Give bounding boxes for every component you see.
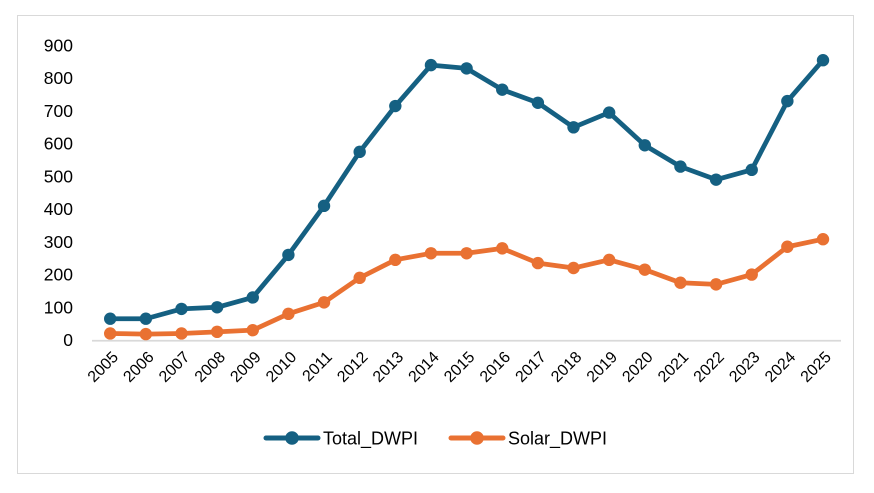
data-point-solar_dwpi-2019 — [602, 253, 616, 267]
data-point-solar_dwpi-2022 — [709, 278, 723, 291]
x-axis-tick-label: 2021 — [655, 349, 692, 386]
data-point-total_dwpi-2014 — [424, 58, 438, 72]
data-point-total_dwpi-2010 — [282, 248, 295, 262]
data-point-total_dwpi-2006 — [139, 312, 153, 325]
data-point-total_dwpi-2021 — [674, 160, 687, 173]
x-axis-tick-label: 2020 — [619, 349, 656, 386]
data-point-solar_dwpi-2005 — [104, 327, 117, 340]
data-point-total_dwpi-2025 — [816, 54, 830, 67]
data-point-total_dwpi-2008 — [210, 301, 224, 314]
data-point-solar_dwpi-2015 — [460, 247, 473, 260]
legend-label-total_dwpi: Total_DWPI — [323, 429, 418, 450]
x-axis-tick-label: 2012 — [334, 349, 371, 386]
chart-card: 0 100 200 300 400 500 600 700 800 900 2005 2006 2007… — [17, 15, 854, 474]
x-axis-tick-label: 2014 — [406, 349, 443, 386]
y-axis-tick-label: 0 — [63, 330, 73, 350]
x-axis-tick-label: 2019 — [584, 349, 621, 386]
x-axis-tick-label: 2018 — [548, 349, 585, 386]
x-axis-tick-label: 2015 — [441, 349, 478, 386]
data-point-total_dwpi-2019 — [602, 106, 616, 119]
y-axis-tick-label: 800 — [44, 68, 73, 88]
data-point-total_dwpi-2017 — [531, 96, 545, 109]
data-point-solar_dwpi-2014 — [424, 247, 438, 260]
y-axis-tick-label: 400 — [44, 199, 73, 219]
x-axis-tick-label: 2017 — [513, 349, 550, 386]
data-point-total_dwpi-2023 — [745, 163, 758, 177]
data-point-solar_dwpi-2009 — [246, 323, 259, 337]
x-axis-tick-label: 2008 — [192, 349, 229, 386]
data-point-solar_dwpi-2023 — [745, 268, 758, 281]
legend-marker-total_dwpi — [285, 431, 299, 445]
data-point-solar_dwpi-2020 — [638, 263, 651, 276]
x-axis-tick-label: 2022 — [691, 349, 728, 386]
x-axis-tick-label: 2009 — [227, 349, 264, 386]
y-axis-tick-label: 200 — [44, 265, 73, 285]
data-point-total_dwpi-2009 — [246, 291, 259, 304]
data-point-solar_dwpi-2008 — [210, 325, 224, 339]
x-axis-tick-label: 2011 — [300, 349, 336, 385]
data-point-total_dwpi-2016 — [496, 83, 509, 96]
data-point-solar_dwpi-2012 — [353, 271, 366, 285]
data-point-solar_dwpi-2006 — [139, 327, 153, 341]
legend-marker-solar_dwpi — [470, 431, 484, 445]
data-point-total_dwpi-2007 — [175, 302, 188, 316]
y-axis-tick-label: 500 — [44, 166, 73, 186]
x-axis-tick-label: 2025 — [798, 349, 835, 386]
x-axis-tick-label: 2010 — [263, 349, 300, 386]
x-axis-tick-label: 2006 — [120, 349, 157, 386]
legend-label-solar_dwpi: Solar_DWPI — [508, 429, 607, 450]
y-axis-tick-label: 600 — [44, 134, 73, 154]
data-point-solar_dwpi-2017 — [531, 256, 545, 270]
data-point-solar_dwpi-2016 — [496, 242, 509, 255]
data-point-total_dwpi-2015 — [460, 62, 473, 75]
data-point-solar_dwpi-2010 — [282, 307, 295, 321]
data-point-total_dwpi-2013 — [389, 99, 402, 113]
data-point-total_dwpi-2012 — [353, 145, 366, 159]
data-point-solar_dwpi-2013 — [389, 253, 402, 267]
data-point-total_dwpi-2005 — [104, 312, 117, 325]
y-axis-tick-label: 300 — [44, 232, 73, 252]
data-point-total_dwpi-2024 — [781, 94, 794, 108]
x-axis-tick-label: 2013 — [370, 349, 407, 386]
line-chart: 0 100 200 300 400 500 600 700 800 900 200520062007… — [44, 36, 841, 450]
x-axis-tick-label: 2024 — [762, 349, 799, 386]
x-axis-tick-label: 2007 — [156, 349, 193, 386]
data-point-total_dwpi-2018 — [567, 121, 580, 134]
x-axis-tick-label: 2016 — [477, 349, 514, 386]
y-axis-tick-label: 700 — [44, 101, 73, 121]
data-point-total_dwpi-2011 — [317, 199, 331, 213]
data-point-total_dwpi-2022 — [709, 173, 723, 186]
data-point-solar_dwpi-2007 — [175, 327, 188, 340]
data-point-solar_dwpi-2024 — [781, 240, 794, 253]
y-axis-tick-label: 100 — [44, 297, 73, 317]
y-axis-tick-label: 900 — [44, 36, 73, 56]
x-axis-tick-label: 2023 — [726, 349, 763, 386]
data-point-solar_dwpi-2018 — [567, 261, 580, 275]
data-point-solar_dwpi-2021 — [674, 276, 687, 289]
data-point-total_dwpi-2020 — [638, 139, 651, 152]
x-axis-tick-label: 2005 — [85, 349, 122, 386]
data-point-solar_dwpi-2011 — [317, 296, 331, 309]
data-point-solar_dwpi-2025 — [816, 233, 830, 246]
